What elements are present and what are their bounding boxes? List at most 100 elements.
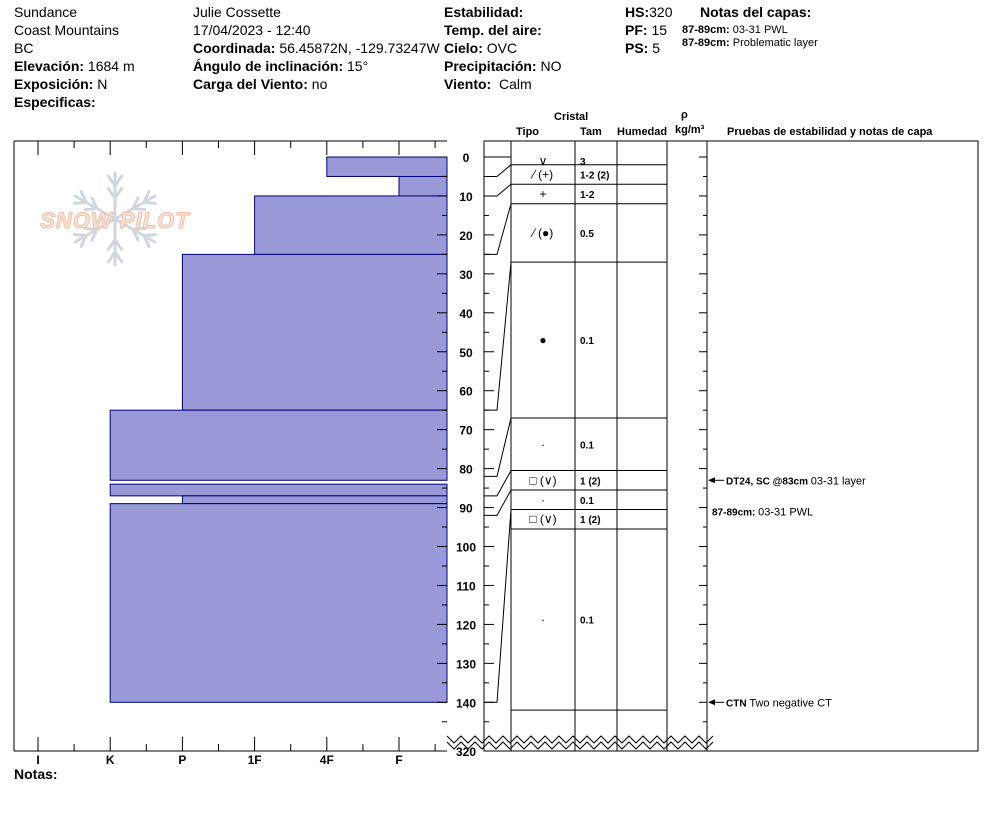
wind-load-label: Carga del Viento:	[193, 76, 308, 92]
depth-tick-label: 60	[459, 385, 473, 399]
precipitation: Precipitación: NO	[444, 58, 561, 74]
hardness-tick-label: F	[395, 753, 402, 767]
depth-tick-label: 90	[459, 502, 473, 516]
elevation-value: 1684 m	[87, 58, 135, 74]
sky: Cielo: OVC	[444, 40, 517, 56]
crystal-type-symbol: ·	[541, 493, 545, 507]
wind: Viento: Calm	[444, 76, 532, 92]
hardness-tick-label: I	[36, 753, 39, 767]
type-header: Tipo	[516, 126, 540, 138]
aspect-label: Exposición:	[14, 76, 94, 92]
hs: HS:320	[625, 4, 672, 20]
hardness-bar	[181, 495, 448, 505]
hardness-bar	[109, 409, 448, 481]
tests-header: Pruebas de estabilidad y notas de capa	[727, 126, 933, 138]
depth-tick-label: 0	[463, 151, 470, 165]
hardness-tick-label: P	[178, 753, 186, 767]
snowpilot-logo: SNOW PILOT	[40, 171, 190, 267]
snowflake-icon	[72, 171, 158, 267]
coordinates-value: 56.45872N, -129.73247W	[279, 40, 440, 56]
hardness-bar	[109, 503, 448, 703]
wind-value: Calm	[498, 76, 532, 92]
sky-value: OVC	[486, 40, 518, 56]
depth-tick-label: 40	[459, 307, 473, 321]
precip-value: NO	[540, 58, 562, 74]
depth-tick-label: 80	[459, 463, 473, 477]
crystal-type-symbol: □ (∨)	[529, 473, 556, 487]
layer-connector	[484, 509, 512, 703]
hs-value: 320	[649, 4, 673, 20]
crystal-type-symbol: □ (∨)	[529, 512, 556, 526]
hardness-tick-label: K	[106, 753, 115, 767]
stability-note-code: 87-89cm:	[712, 507, 758, 518]
wind-loading: Carga del Viento: no	[193, 76, 327, 92]
depth-tick-label: 20	[459, 229, 473, 243]
hardness-tick-label: 4F	[320, 753, 334, 767]
crystal-size-label: 0.5	[580, 229, 594, 240]
crystal-size-label: 3	[580, 157, 586, 168]
stability-note: CTN Two negative CT	[726, 697, 832, 709]
layer-connector	[484, 183, 512, 197]
ps: PS: 5	[625, 40, 660, 56]
hardness-bar	[398, 175, 448, 197]
stability-note: DT24, SC @83cm 03-31 layer	[726, 475, 866, 487]
stability-note-code: CTN	[726, 698, 749, 709]
coordinates-label: Coordinada:	[193, 40, 276, 56]
crystal-size-label: 0.1	[580, 336, 594, 347]
crystal-header: Cristal	[554, 111, 589, 123]
stability-note-text: Two negative CT	[749, 697, 832, 709]
pf-value: 15	[651, 22, 668, 38]
notes-label: Notas:	[14, 766, 58, 782]
bottom-depth-label: 320	[456, 745, 476, 759]
density-unit-header: kg/m³	[675, 124, 705, 136]
layer-connector	[484, 489, 512, 516]
humidity-header: Humedad	[617, 126, 668, 138]
crystal-type-symbol: ⁄ (+)	[530, 168, 553, 182]
coordinates: Coordinada: 56.45872N, -129.73247W	[193, 40, 440, 56]
table-frame	[483, 140, 979, 752]
depth-tick-label: 70	[459, 424, 473, 438]
observation-datetime: 17/04/2023 - 12:40	[193, 22, 311, 38]
logo-text: SNOW PILOT	[40, 208, 190, 233]
crystal-size-label: 1-2	[580, 190, 595, 201]
depth-break	[446, 741, 714, 750]
pf: PF: 15	[625, 22, 667, 38]
layer-note-depth: 87-89cm:	[682, 24, 730, 36]
elevation: Elevación: 1684 m	[14, 58, 135, 74]
wind-label: Viento:	[444, 76, 492, 92]
location-name: Sundance	[14, 4, 78, 20]
crystal-type-symbol: ●	[539, 333, 546, 347]
layer-note-depth: 87-89cm:	[682, 37, 730, 49]
region: BC	[14, 40, 34, 56]
hardness-bar	[109, 483, 448, 497]
hardness-bar	[181, 253, 448, 411]
depth-tick-label: 10	[459, 190, 473, 204]
slope-angle: Ángulo de inclinación: 15°	[193, 58, 368, 74]
aspect: Exposición: N	[14, 76, 107, 92]
stability-note-code: DT24, SC @83cm	[726, 476, 811, 487]
rho-header: ρ	[681, 109, 688, 121]
ps-label: PS:	[625, 40, 649, 56]
crystal-size-label: 0.1	[580, 440, 594, 451]
layer-note-text: Problematic layer	[732, 37, 818, 49]
layer-connector	[484, 470, 512, 497]
depth-break	[446, 735, 714, 744]
aspect-value: N	[97, 76, 108, 92]
layer-connector	[484, 203, 512, 255]
layer-note-text: 03-31 PWL	[732, 24, 788, 36]
stability-note-text: 03-31 PWL	[758, 506, 813, 518]
hs-label: HS:	[625, 4, 650, 20]
depth-tick-label: 110	[456, 579, 476, 593]
wind-load-value: no	[311, 76, 328, 92]
observer-name: Julie Cossette	[193, 4, 281, 20]
depth-tick-label: 130	[456, 657, 476, 671]
layer-connector	[484, 164, 512, 177]
sky-label: Cielo:	[444, 40, 483, 56]
crystal-type-symbol: ∨	[539, 154, 548, 168]
layer-connector	[484, 417, 512, 477]
depth-tick-label: 100	[456, 541, 476, 555]
slope-label: Ángulo de inclinación:	[193, 58, 344, 74]
ps-value: 5	[652, 40, 661, 56]
air-temp-label: Temp. del aire:	[444, 22, 542, 38]
